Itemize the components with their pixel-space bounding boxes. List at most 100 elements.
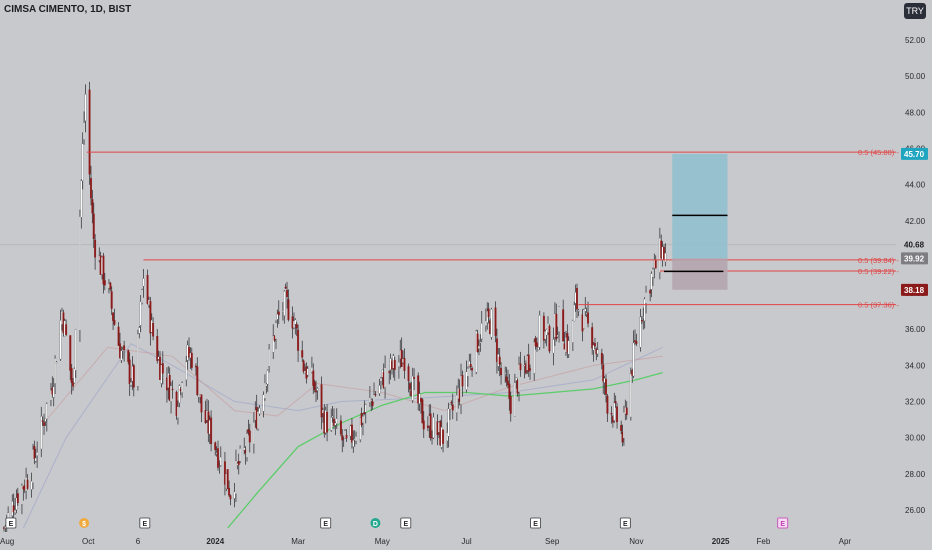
candle-down [371,400,374,406]
currency-button[interactable]: TRY [904,3,926,19]
earnings-icon [530,517,541,529]
candle-down [527,354,530,372]
candle-up [15,497,18,510]
candle-up [484,320,487,326]
time-tick-label: Oct [82,537,95,546]
ma-line-blue [22,343,663,529]
candle-up [265,384,268,387]
candle-down [591,327,594,349]
candle-down [210,417,213,444]
candle-up [556,334,559,337]
candle-up [264,382,266,399]
ma-line-red [46,346,663,420]
candle-down [498,356,501,365]
candle-down [188,347,190,358]
earnings-glyph: E [9,521,14,528]
candle-down [161,363,164,374]
candle-up [52,386,55,398]
candle-down [69,335,72,371]
candle-down [113,319,116,325]
candle-down [72,381,74,387]
time-tick-label: Feb [757,537,771,546]
candle-down [112,312,115,321]
candle-up [258,408,261,414]
earnings-glyph: E [623,521,628,528]
time-tick-label: Jul [461,537,471,546]
candle-down [315,390,317,393]
candle-down [277,311,280,316]
candle-down [461,375,464,387]
price-tick-label: 32.00 [905,398,926,407]
candle-up [397,362,400,368]
candle-up [596,349,599,355]
candle-down [605,379,607,395]
price-tick-label: 42.00 [905,217,926,226]
candle-down [519,363,522,371]
candle-down [102,255,105,285]
candle-up [262,394,265,412]
candle-up [78,216,81,331]
candle-down [295,324,298,329]
candle-down [297,329,300,351]
candle-up [455,395,458,413]
earnings-icon [320,517,332,529]
candle-down [654,259,657,269]
candle-up [34,457,37,462]
candle-down [312,370,315,386]
candle-down [33,446,36,459]
position-stop-zone [672,258,728,290]
candle-up [283,291,286,316]
earnings-icon [5,517,17,529]
candle-up [55,361,58,364]
candle-down [417,375,420,404]
candle-up [177,406,179,418]
candle-up [233,491,236,499]
candle-up [44,418,47,422]
candle-up [243,447,246,451]
time-tick-label: Apr [839,537,852,546]
candle-up [310,367,313,373]
earnings-icon [139,517,151,529]
candle-down [614,401,617,404]
candle-down [149,301,152,334]
candle-down [16,493,19,504]
candle-down [534,338,537,347]
candle-up [316,388,319,391]
candle-down [562,309,565,342]
price-axis [899,0,932,550]
candle-down [12,505,15,513]
candle-up [239,448,242,462]
candle-down [542,315,545,341]
candle-up [275,322,277,340]
earnings-icon [400,517,412,529]
candle-down [214,442,217,451]
candle-up [59,320,62,360]
candle-down [471,368,474,371]
candle-down [649,290,652,294]
ma-line-green [227,371,663,529]
candle-down [500,367,503,376]
candle-down [413,377,416,379]
candle-up [170,385,173,402]
candle-down [217,448,219,468]
candle-down [286,290,288,298]
candle-down [469,364,472,367]
candle-up [142,278,145,287]
candle-down [223,461,226,485]
candle-up [465,371,468,390]
candle-down [70,368,73,383]
candle-up [447,408,450,437]
candle-down [132,365,135,388]
candle-down [65,324,68,335]
candle-down [587,312,589,324]
candle-up [571,320,574,343]
candle-down [194,365,197,368]
candle-up [266,370,269,385]
candle-down [92,213,95,239]
candle-up [30,481,33,490]
candle-down [451,404,454,411]
candle-down [109,282,112,290]
candle-down [576,288,578,310]
